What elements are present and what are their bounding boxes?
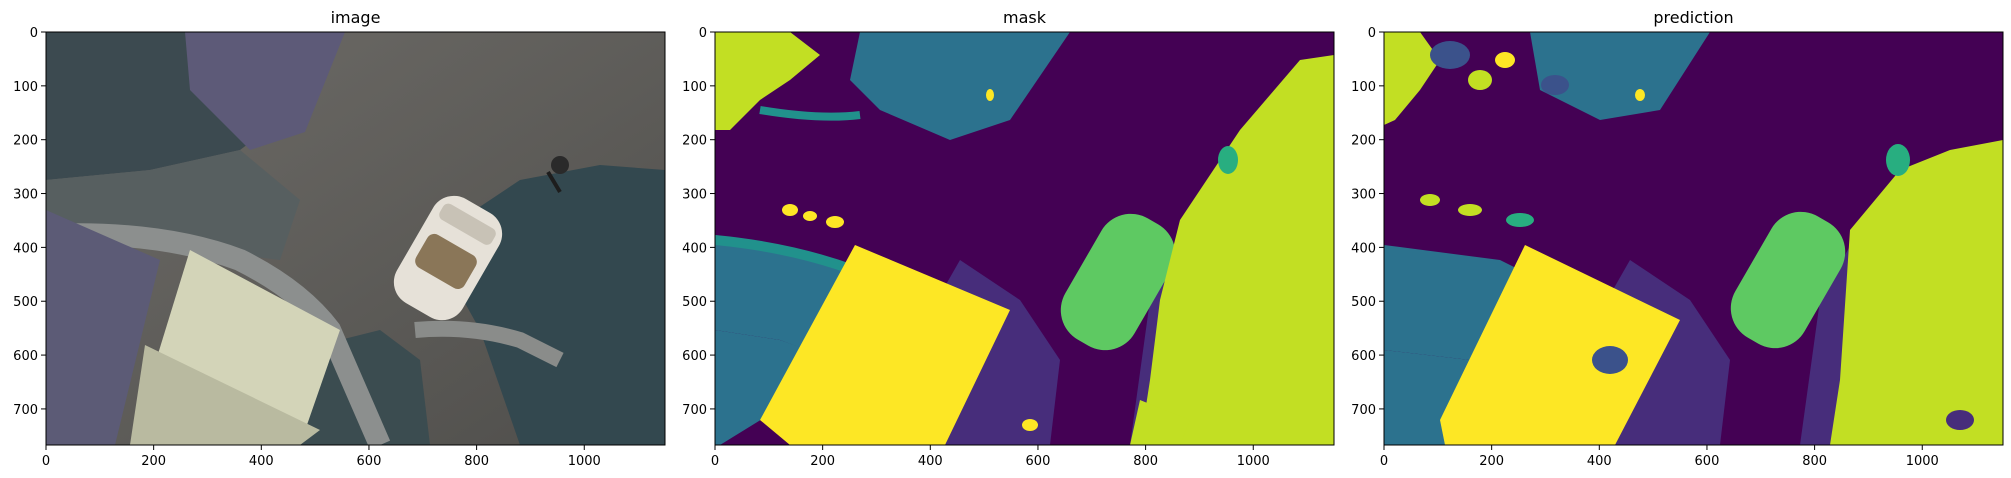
mask-image [715,32,1334,445]
y-tick-label: 700 [682,403,707,418]
y-tick-label: 600 [1351,349,1376,364]
x-tick-label: 600 [1695,454,1720,469]
x-tick-label: 800 [464,454,489,469]
y-tick-label: 500 [13,295,38,310]
y-tick-label: 0 [1368,26,1376,41]
y-tick-label: 400 [13,241,38,256]
axes: 0 200 400 600 800 1000 0 100 200 300 400 500 600 700 [682,26,1270,469]
y-tick-label: 200 [682,134,707,149]
y-tick-label: 200 [1351,134,1376,149]
x-tick-label: 400 [1587,454,1612,469]
x-tick-label: 200 [141,454,166,469]
image-panel: image [13,8,666,469]
x-tick-label: 0 [42,454,50,469]
panel-title: mask [1003,8,1047,27]
y-tick-label: 700 [1351,403,1376,418]
aerial-photo [46,32,665,445]
y-tick-label: 300 [13,188,38,203]
x-tick-label: 200 [1479,454,1504,469]
x-tick-label: 600 [1026,454,1051,469]
y-tick-label: 100 [13,80,38,95]
prediction-panel: prediction [1351,8,2004,469]
panel-title: image [331,8,381,27]
axes: 0 200 400 600 800 1000 0 100 200 300 400 500 600 700 [1351,26,1939,469]
x-tick-label: 0 [711,454,719,469]
y-tick-label: 600 [13,349,38,364]
y-tick-label: 0 [30,26,38,41]
x-tick-label: 800 [1802,454,1827,469]
x-tick-label: 0 [1380,454,1388,469]
y-tick-label: 500 [682,295,707,310]
x-tick-label: 200 [810,454,835,469]
mask-panel: mask [682,8,1335,469]
prediction-image [1384,32,2003,445]
y-tick-label: 400 [682,241,707,256]
axes: 0 200 400 600 800 1000 0 100 200 300 400 500 600 700 [13,26,601,469]
y-tick-label: 500 [1351,295,1376,310]
y-tick-label: 100 [682,80,707,95]
x-tick-label: 400 [249,454,274,469]
x-tick-label: 800 [1133,454,1158,469]
y-tick-label: 200 [13,134,38,149]
y-tick-label: 300 [1351,188,1376,203]
y-tick-label: 0 [699,26,707,41]
x-tick-label: 1000 [1906,454,1939,469]
x-tick-label: 1000 [1237,454,1270,469]
y-tick-label: 400 [1351,241,1376,256]
panel-title: prediction [1653,8,1733,27]
x-tick-label: 600 [357,454,382,469]
x-tick-label: 400 [918,454,943,469]
x-tick-label: 1000 [568,454,601,469]
y-tick-label: 600 [682,349,707,364]
y-tick-label: 100 [1351,80,1376,95]
y-tick-label: 700 [13,403,38,418]
y-tick-label: 300 [682,188,707,203]
